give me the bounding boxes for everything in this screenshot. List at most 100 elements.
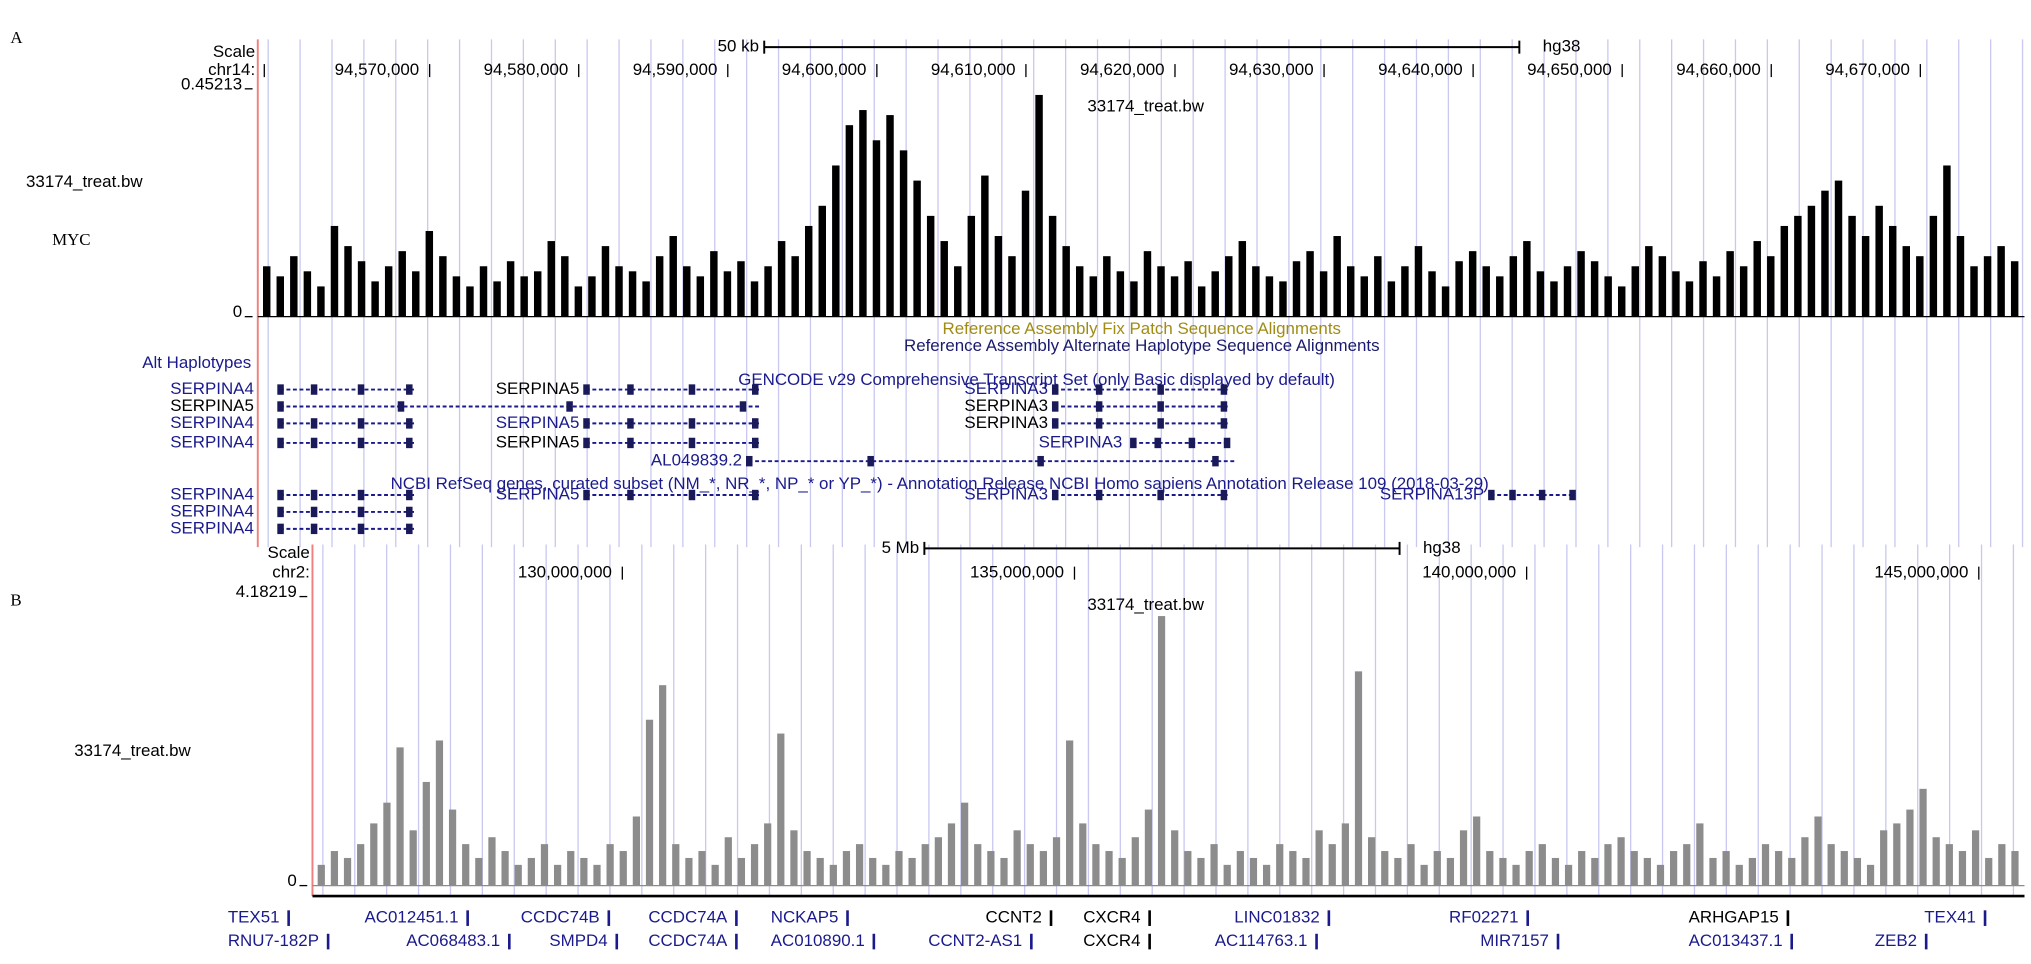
signal-bar — [1333, 236, 1341, 317]
signal-bar — [1401, 266, 1409, 317]
signal-bar — [1563, 266, 1572, 317]
signal-bar — [913, 180, 921, 317]
gene-mark — [1148, 933, 1151, 950]
signal-bar — [1319, 271, 1328, 317]
signal-bar — [533, 271, 542, 317]
signal-bar — [1374, 256, 1382, 317]
gene-mark — [1327, 910, 1331, 926]
position-label: 94,670,000 — [1825, 60, 1910, 79]
signal-bar — [1617, 286, 1626, 317]
signal-bar — [1888, 225, 1897, 317]
signal-bar — [1591, 857, 1599, 886]
gene-label: SERPINA4 — [170, 432, 254, 451]
gene-label: SMPD4 — [549, 931, 607, 950]
gene-exon — [1212, 455, 1219, 467]
signal-bar — [1341, 823, 1349, 886]
signal-bar — [1407, 844, 1415, 886]
gene-exon — [688, 418, 696, 429]
gene-exon — [1037, 455, 1044, 467]
signal-bar — [994, 236, 1003, 317]
gene-exon — [627, 437, 634, 449]
signal-bar — [1699, 261, 1707, 317]
gene-mark — [1924, 933, 1928, 950]
signal-bar — [601, 246, 610, 317]
signal-bar — [1956, 236, 1965, 317]
signal-bar — [1853, 857, 1862, 886]
signal-bar — [1292, 261, 1301, 317]
signal-bar — [276, 276, 284, 317]
signal-bar — [1473, 816, 1481, 886]
gene-exon — [1223, 437, 1231, 449]
signal-bar — [1008, 256, 1016, 317]
gene-label: SERPINA5 — [496, 379, 580, 398]
signal-bar — [683, 266, 691, 317]
gene-exon — [406, 489, 413, 501]
panel-letter: B — [10, 591, 21, 610]
gene-mark — [1315, 933, 1318, 950]
signal-bar — [750, 281, 759, 317]
gene-label: NCKAP5 — [771, 908, 839, 927]
gene-mark — [287, 910, 290, 926]
signal-bar — [606, 844, 614, 886]
signal-bar — [659, 685, 667, 886]
signal-bar — [632, 816, 640, 886]
signal-bar — [1455, 261, 1463, 317]
signal-bar — [520, 276, 528, 317]
signal-bar — [398, 251, 406, 317]
signal-bar — [479, 266, 488, 317]
signal-bar — [1564, 864, 1573, 886]
signal-bar — [370, 823, 378, 886]
gene-label: SERPINA5 — [496, 432, 580, 451]
signal-bar — [1801, 837, 1809, 886]
gene-label: CCNT2 — [986, 908, 1042, 927]
signal-bar — [1902, 246, 1910, 317]
y-tick-label: 0.45213 — [181, 74, 242, 93]
signal-bar — [1368, 837, 1376, 886]
gene-exon — [1095, 401, 1103, 412]
signal-bar — [1536, 271, 1545, 317]
signal-bar — [506, 261, 515, 317]
signal-bar — [1696, 823, 1704, 886]
signal-bar — [343, 857, 352, 886]
scale-label: Scale — [213, 42, 255, 61]
signal-bar — [1499, 857, 1507, 886]
gene-label: RNU7-182P — [228, 931, 319, 950]
signal-bar — [803, 851, 811, 886]
signal-bar — [1184, 851, 1192, 886]
gene-mark — [1556, 933, 1560, 950]
signal-bar — [1550, 281, 1558, 317]
signal-bar — [514, 864, 522, 886]
gene-exon — [1095, 418, 1103, 429]
gene-exon — [1488, 489, 1495, 501]
gene-exon — [277, 418, 284, 429]
gene-label: SERPINA5 — [496, 484, 580, 503]
signal-bar — [1468, 251, 1477, 317]
signal-bar — [1103, 256, 1111, 317]
signal-bar — [1866, 864, 1875, 886]
signal-bar — [764, 823, 772, 886]
signal-bar — [290, 256, 298, 317]
signal-bar — [262, 266, 271, 317]
signal-bar — [1753, 241, 1761, 317]
signal-bar — [1893, 823, 1901, 886]
signal-bar — [1116, 271, 1125, 317]
gene-exon — [1569, 489, 1576, 501]
signal-bar — [1066, 740, 1074, 886]
gene-exon — [1154, 437, 1161, 449]
signal-bar — [1394, 857, 1402, 886]
signal-bar — [961, 802, 969, 886]
gene-label: SERPINA13P — [1380, 484, 1484, 503]
gene-mark — [1526, 910, 1530, 926]
signal-bar — [1170, 276, 1179, 317]
gene-exon — [1157, 489, 1164, 501]
gene-label: RF02271 — [1449, 908, 1519, 927]
track-title: 33174_treat.bw — [1087, 97, 1204, 116]
gene-exon — [357, 418, 365, 429]
signal-bar — [1496, 276, 1504, 317]
signal-bar — [1276, 844, 1284, 886]
signal-bar — [588, 276, 596, 317]
signal-bar — [842, 851, 851, 886]
signal-bar — [1000, 857, 1008, 886]
signal-bar — [357, 261, 366, 317]
